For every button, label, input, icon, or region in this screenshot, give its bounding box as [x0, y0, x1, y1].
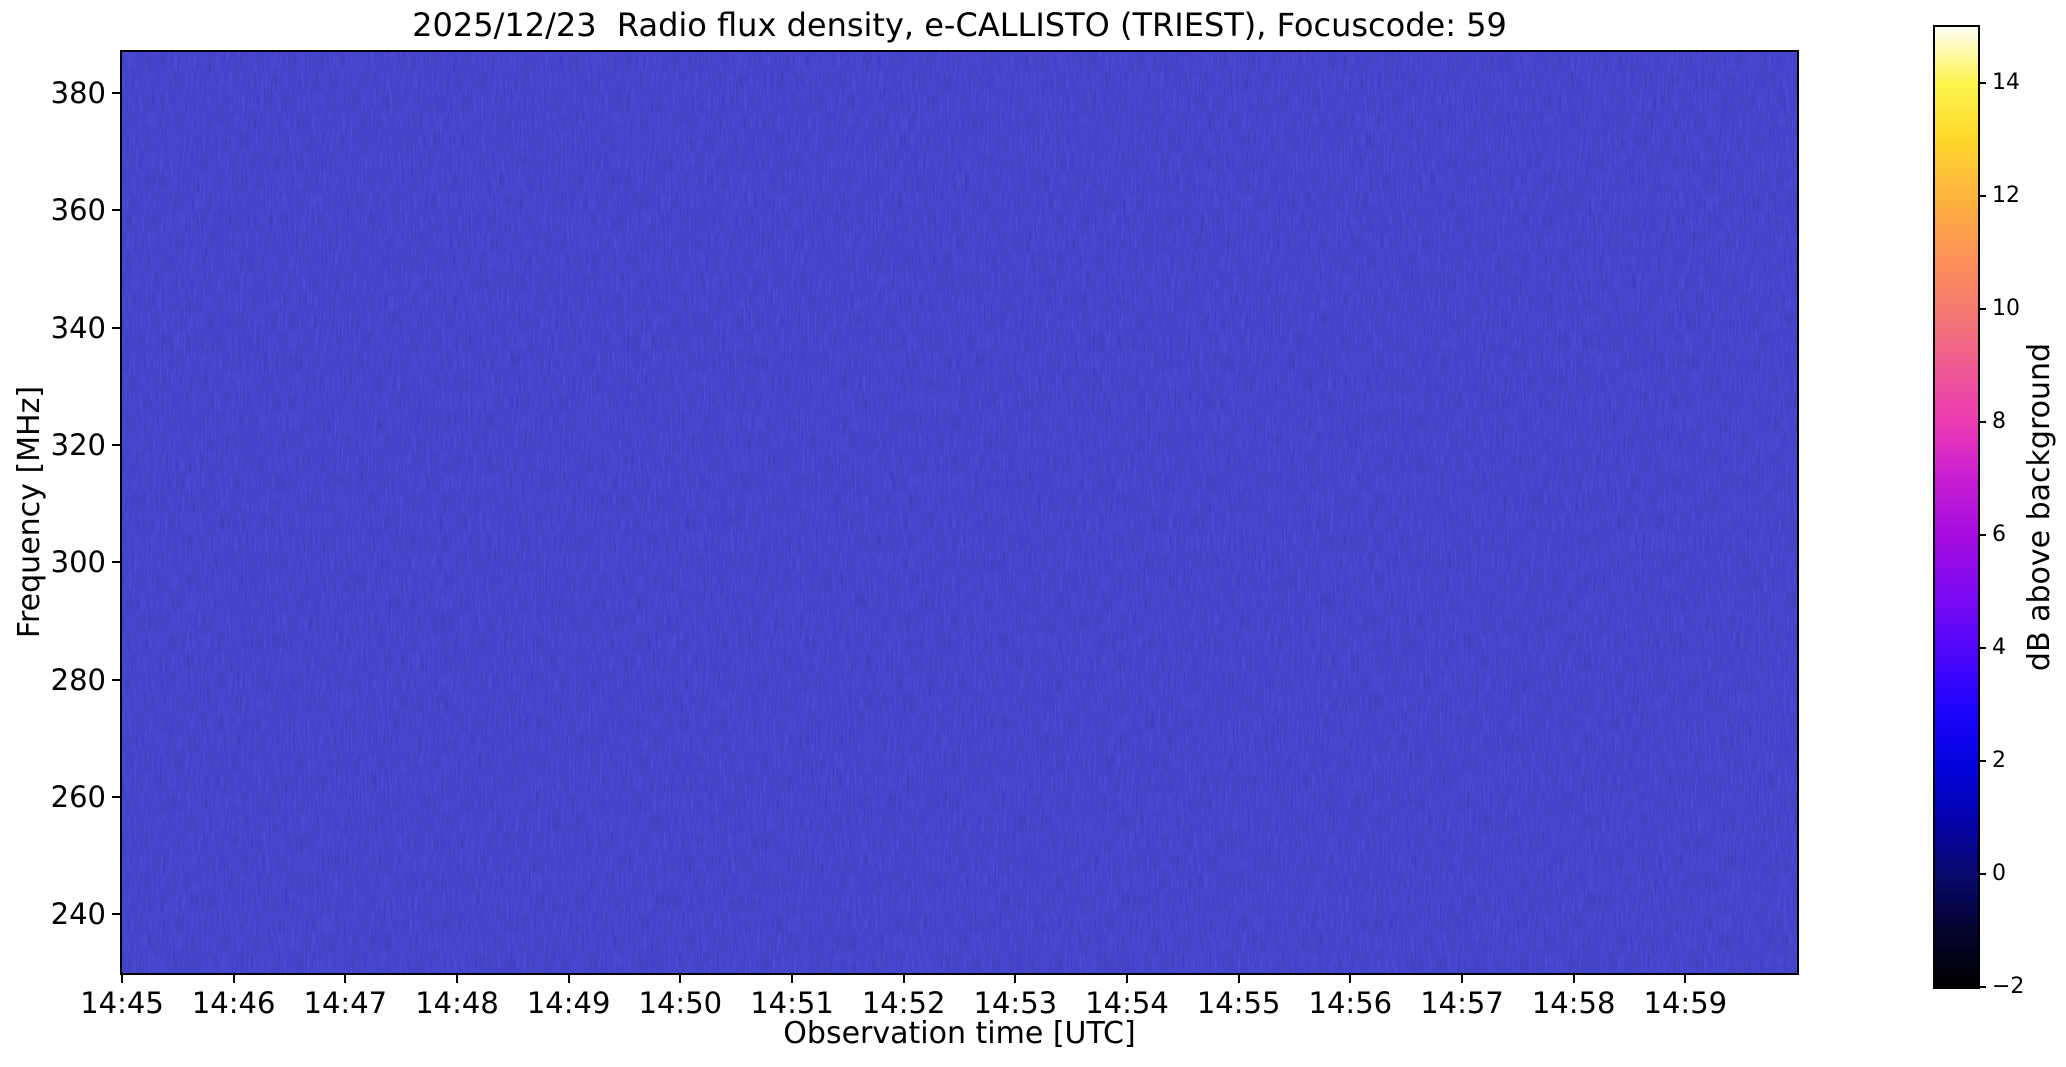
- colorbar-gradient: [1935, 27, 1978, 987]
- colorbar-tick-mark: [1978, 421, 1986, 424]
- colorbar-tick-mark: [1978, 82, 1986, 85]
- y-tick-mark: [112, 913, 122, 916]
- x-tick-label: 14:58: [1531, 986, 1616, 1020]
- colorbar-tick-label: 2: [1992, 748, 2006, 774]
- x-tick-mark: [1126, 973, 1128, 983]
- y-tick-mark: [112, 678, 122, 681]
- x-tick-mark: [1014, 973, 1017, 983]
- colorbar-tick-label: 6: [1992, 522, 2006, 548]
- x-tick-label: 14:49: [526, 986, 611, 1020]
- x-tick-label: 14:48: [415, 986, 499, 1020]
- x-tick-mark: [791, 973, 793, 983]
- colorbar-tick-mark: [1978, 986, 1986, 988]
- y-tick-label: 300: [50, 545, 106, 580]
- y-tick-mark: [112, 444, 122, 447]
- y-tick-mark: [112, 561, 122, 564]
- x-tick-label: 14:51: [750, 986, 834, 1020]
- x-tick-mark: [1572, 973, 1575, 983]
- colorbar-tick-label: 8: [1992, 409, 2006, 435]
- y-tick-label: 360: [50, 193, 106, 228]
- x-tick-label: 14:53: [973, 986, 1058, 1020]
- x-tick-label: 14:56: [1308, 986, 1393, 1020]
- x-tick-label: 14:47: [303, 986, 388, 1020]
- x-tick-mark: [232, 973, 235, 983]
- x-tick-mark: [1237, 973, 1240, 983]
- x-tick-label: 14:54: [1085, 986, 1169, 1020]
- chart-title: 2025/12/23 Radio flux density, e-CALLIST…: [412, 6, 1507, 44]
- y-tick-label: 260: [50, 780, 106, 814]
- y-tick-mark: [112, 796, 122, 798]
- y-tick-mark: [112, 209, 122, 212]
- colorbar-tick-mark: [1978, 308, 1986, 311]
- x-tick-label: 14:45: [80, 986, 164, 1020]
- y-tick-label: 240: [50, 897, 106, 932]
- y-tick-mark: [112, 326, 122, 329]
- x-tick-mark: [567, 973, 570, 983]
- x-tick-mark: [344, 973, 347, 983]
- x-tick-mark: [121, 973, 123, 983]
- x-tick-label: 14:57: [1420, 986, 1504, 1020]
- x-tick-mark: [1461, 973, 1463, 983]
- colorbar-tick-label: 14: [1992, 70, 2020, 96]
- colorbar-tick-label: −2: [1992, 974, 2025, 999]
- colorbar-tick-label: 0: [1992, 861, 2006, 887]
- x-tick-label: 14:55: [1196, 986, 1281, 1020]
- x-tick-mark: [456, 973, 458, 983]
- colorbar: [1933, 25, 1980, 989]
- y-tick-label: 320: [50, 428, 106, 463]
- colorbar-tick-mark: [1978, 873, 1986, 876]
- x-tick-mark: [1349, 973, 1352, 983]
- colorbar-tick-mark: [1978, 534, 1986, 537]
- x-tick-mark: [679, 973, 682, 983]
- x-tick-label: 14:46: [191, 986, 276, 1020]
- x-tick-label: 14:52: [861, 986, 946, 1020]
- y-tick-label: 380: [50, 76, 106, 111]
- y-tick-label: 340: [50, 310, 106, 345]
- y-tick-label: 280: [50, 662, 106, 697]
- colorbar-tick-mark: [1978, 647, 1986, 650]
- spectrogram-image: [122, 52, 1797, 973]
- x-tick-mark: [902, 973, 905, 983]
- x-tick-mark: [1684, 973, 1687, 983]
- y-tick-mark: [112, 92, 122, 95]
- colorbar-tick-label: 4: [1992, 635, 2006, 661]
- spectrogram-plot-area: [120, 50, 1799, 975]
- colorbar-tick-mark: [1978, 760, 1986, 763]
- x-tick-label: 14:59: [1643, 986, 1728, 1020]
- x-tick-label: 14:50: [638, 986, 723, 1020]
- colorbar-tick-label: 10: [1992, 296, 2020, 322]
- x-axis-label: Observation time [UTC]: [783, 1016, 1136, 1051]
- colorbar-tick-label: 12: [1992, 183, 2020, 209]
- colorbar-tick-mark: [1978, 195, 1986, 198]
- colorbar-label: dB above background: [2022, 342, 2057, 672]
